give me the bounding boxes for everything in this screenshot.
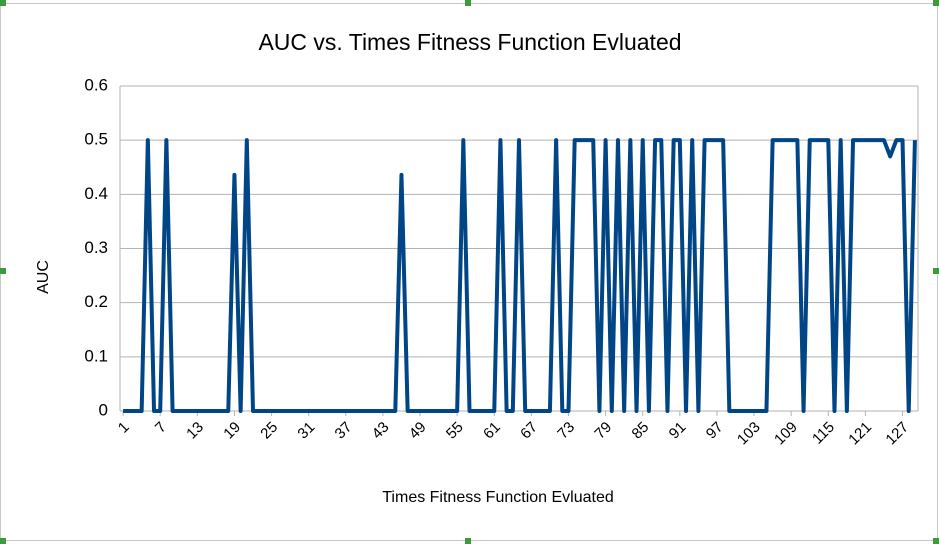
y-tick-label: 0.5	[84, 130, 108, 149]
handle	[933, 268, 939, 274]
data-line	[123, 138, 917, 413]
handle	[0, 268, 6, 274]
y-tick-label: 0.1	[84, 346, 108, 365]
handle	[933, 0, 939, 6]
y-axis-label: AUC	[35, 260, 52, 294]
y-tick-label: 0.2	[84, 292, 108, 311]
chart-title: AUC vs. Times Fitness Function Evluated	[258, 29, 681, 55]
y-tick-label: 0.3	[84, 238, 108, 257]
y-tick-label: 0	[99, 400, 108, 419]
handle	[465, 0, 471, 6]
chart-frame	[0, 3, 938, 541]
y-tick-label: 0.6	[84, 75, 108, 94]
y-tick-label: 0.4	[84, 184, 108, 203]
handle	[0, 0, 6, 6]
handle	[0, 538, 6, 544]
handle	[933, 538, 939, 544]
x-axis-label: Times Fitness Function Evluated	[382, 489, 614, 506]
handle	[465, 538, 471, 544]
